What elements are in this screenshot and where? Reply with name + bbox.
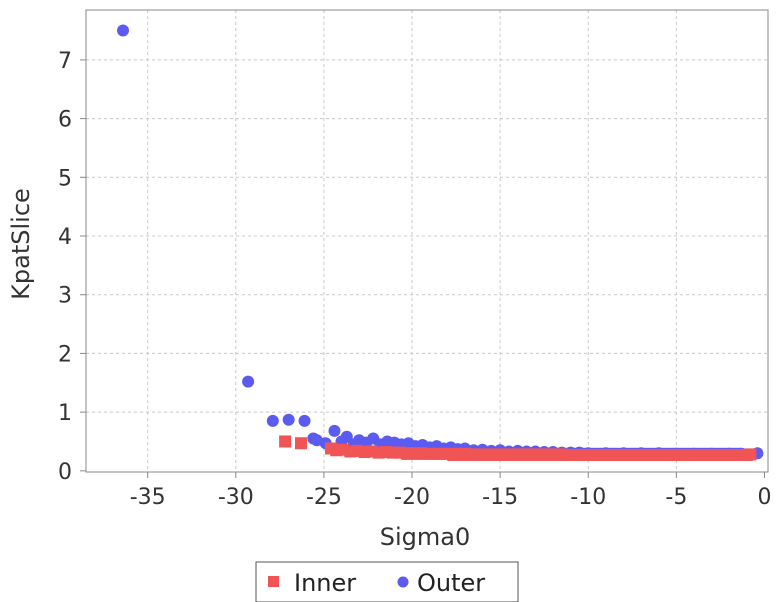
x-tick-label: -10 bbox=[570, 485, 606, 510]
data-band-inner bbox=[447, 448, 747, 461]
data-point-outer bbox=[340, 430, 353, 443]
x-axis-title: Sigma0 bbox=[380, 523, 471, 551]
legend-label-inner: Inner bbox=[294, 569, 356, 597]
legend-marker-outer bbox=[397, 576, 409, 588]
data-points bbox=[117, 24, 764, 461]
x-tick-label: -5 bbox=[665, 485, 687, 510]
x-tick-label: -30 bbox=[218, 485, 254, 510]
grid-lines bbox=[86, 10, 768, 472]
series-inner bbox=[279, 435, 757, 461]
data-point-inner bbox=[294, 437, 307, 450]
tick-labels: -35 -30 -25 -20 -15 -10 -5 0 0 1 2 3 4 5 6 7 bbox=[58, 49, 771, 510]
y-tick-label: 7 bbox=[58, 49, 72, 74]
y-tick-label: 0 bbox=[58, 460, 72, 485]
legend-marker-inner bbox=[268, 576, 279, 587]
y-tick-label: 1 bbox=[58, 401, 72, 426]
tick-marks bbox=[80, 59, 765, 478]
data-point-outer bbox=[282, 413, 295, 426]
data-point-outer bbox=[266, 414, 279, 427]
y-tick-label: 6 bbox=[58, 108, 72, 133]
y-axis-title: KpatSlice bbox=[7, 188, 35, 300]
data-point-outer bbox=[242, 375, 255, 388]
legend-label-outer: Outer bbox=[417, 569, 485, 597]
y-tick-label: 5 bbox=[58, 166, 72, 191]
y-tick-label: 2 bbox=[58, 342, 72, 367]
x-tick-label: 0 bbox=[757, 485, 771, 510]
series-outer bbox=[117, 24, 764, 460]
data-point-outer bbox=[298, 414, 311, 427]
data-point-inner bbox=[744, 448, 757, 461]
data-point-outer bbox=[328, 424, 341, 437]
x-tick-label: -25 bbox=[306, 485, 342, 510]
legend-box bbox=[255, 561, 519, 602]
data-point-outer bbox=[117, 24, 130, 37]
x-tick-label: -15 bbox=[482, 485, 518, 510]
x-tick-label: -35 bbox=[130, 485, 166, 510]
y-tick-label: 3 bbox=[58, 284, 72, 309]
data-point-inner bbox=[279, 435, 292, 448]
y-tick-label: 4 bbox=[58, 225, 72, 250]
legend: Inner Outer bbox=[255, 561, 519, 602]
plot-area bbox=[85, 9, 769, 473]
x-tick-label: -20 bbox=[394, 485, 430, 510]
